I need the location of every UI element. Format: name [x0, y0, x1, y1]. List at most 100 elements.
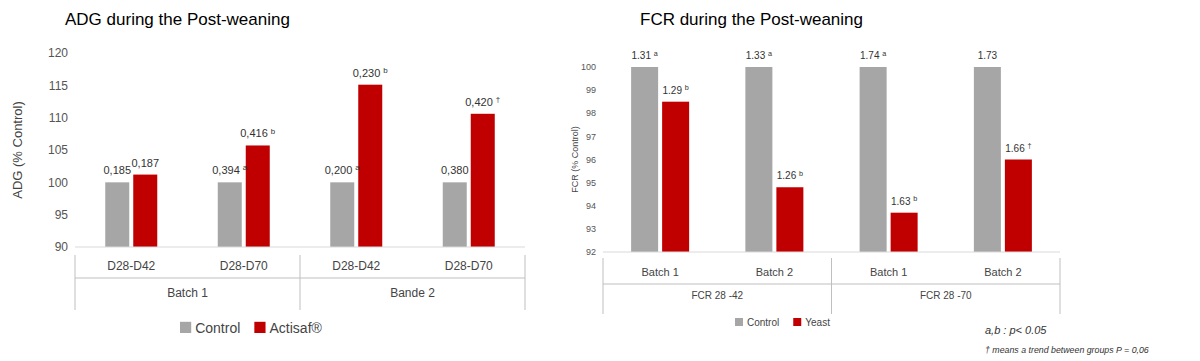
group-label: FCR 28 -42: [691, 290, 743, 301]
data-labels: 1.31 a1.33 a1.74 a1.731.29 b1.26 b1.63 b…: [632, 49, 1032, 207]
label-main: 0,420: [465, 96, 496, 108]
bar: [330, 182, 354, 247]
bar: [218, 182, 242, 247]
label-main: 1.74: [860, 50, 882, 61]
baseline: [75, 247, 525, 248]
bar: [662, 102, 689, 252]
label-sup: a: [355, 163, 360, 172]
legend-swatch: [180, 322, 191, 333]
y-tick-label: 100: [581, 62, 596, 72]
y-axis-label: FCR (% Control): [570, 126, 580, 193]
bar: [105, 182, 129, 247]
label-main: 0,230: [353, 67, 384, 79]
legend-label: Control: [747, 317, 779, 328]
label-sup: a: [768, 49, 772, 58]
group-separator: [1060, 258, 1061, 314]
data-label: 1.73: [978, 50, 998, 61]
label-main: 1.26: [777, 170, 799, 181]
bar: [471, 114, 495, 247]
data-label: 1.74 a: [860, 49, 886, 62]
bar: [133, 175, 157, 247]
label-main: 1.63: [891, 196, 913, 207]
data-label: 1.63 b: [891, 194, 917, 207]
legend-label: Actisaf®: [270, 320, 323, 336]
legend-swatch: [254, 322, 265, 333]
x-tick-label: D28-D70: [445, 259, 493, 273]
x-tick-label: Batch 2: [984, 266, 1021, 278]
y-tick-label: 90: [55, 240, 69, 254]
data-labels: 0,1850,394 a0,200 a0,3800,1870,416 b0,23…: [103, 66, 500, 176]
group-separator: [75, 255, 76, 310]
y-tick-label: 96: [586, 155, 596, 165]
legend-label: Control: [195, 320, 240, 336]
bar: [745, 67, 772, 252]
y-tick-label: 95: [55, 208, 69, 222]
y-tick-label: 93: [586, 224, 596, 234]
y-axis-label: ADG (% Control): [10, 101, 25, 199]
label-sup: a: [654, 49, 658, 58]
y-tick-label: 92: [586, 247, 596, 257]
label-sup: b: [799, 169, 803, 178]
bar: [860, 67, 887, 252]
y-tick-label: 95: [586, 178, 596, 188]
data-label: 0,230 b: [353, 66, 389, 79]
data-label: 0,380: [441, 164, 469, 176]
data-label: 0,187: [131, 157, 159, 169]
label-main: 1.33: [746, 50, 768, 61]
x-tick-label: Batch 1: [870, 266, 907, 278]
data-label: 1.26 b: [777, 169, 803, 182]
x-tick-label: Batch 1: [641, 266, 678, 278]
label-main: 0,200: [325, 164, 356, 176]
baseline: [603, 252, 1060, 253]
x-tick-label: D28-D70: [220, 259, 268, 273]
label-main: 1.29: [663, 85, 685, 96]
label-main: 1.66: [1005, 143, 1027, 154]
label-sup: †: [496, 95, 500, 104]
chart-canvas: ADG during the Post-weaning ADG (% Contro…: [0, 0, 1200, 361]
bar: [358, 85, 382, 247]
label-main: 0,416: [240, 127, 271, 139]
data-label: 0,185: [103, 164, 131, 176]
group-label: FCR 28 -70: [920, 290, 972, 301]
x-tick-label: Batch 2: [756, 266, 793, 278]
label-main: 1.31: [632, 50, 654, 61]
label-sup: b: [383, 66, 388, 75]
y-tick-label: 110: [49, 111, 68, 125]
bar: [891, 213, 918, 252]
group-label: Batch 1: [167, 286, 208, 300]
label-sup: b: [685, 83, 689, 92]
x-tick-label: D28-D42: [332, 259, 380, 273]
bar: [631, 67, 658, 252]
group-separator: [831, 258, 832, 314]
y-tick-label: 120: [48, 46, 68, 60]
bars: [105, 85, 495, 247]
bar: [776, 187, 803, 252]
data-label: 0,416 b: [240, 127, 276, 140]
label-sup: b: [271, 127, 276, 136]
bars: [631, 67, 1032, 252]
bar: [1005, 160, 1032, 253]
group-separator: [603, 258, 604, 314]
y-tick-label: 94: [586, 201, 596, 211]
label-main: 0,394: [212, 164, 243, 176]
x-tick-label: D28-D42: [107, 259, 155, 273]
label-sup: †: [1028, 141, 1032, 150]
data-label: 0,394 a: [212, 163, 248, 176]
data-label: 0,200 a: [325, 163, 361, 176]
annotation: † means a trend between groups P = 0,06: [985, 345, 1149, 355]
group-separator: [525, 255, 526, 310]
data-label: 0,420 †: [465, 95, 500, 108]
y-tick-label: 98: [586, 108, 596, 118]
group-separator: [300, 255, 301, 310]
y-tick-label: 105: [48, 143, 68, 157]
annotation: a,b : p< 0.05: [985, 324, 1047, 336]
bar: [246, 145, 270, 247]
chart-title: ADG during the Post-weaning: [65, 10, 290, 29]
y-tick-label: 97: [586, 132, 596, 142]
bar: [974, 67, 1001, 252]
label-sup: a: [882, 49, 886, 58]
y-tick-label: 99: [586, 85, 596, 95]
chart-0: ADG during the Post-weaning ADG (% Contro…: [10, 10, 525, 336]
data-label: 1.33 a: [746, 49, 772, 62]
data-label: 1.66 †: [1005, 141, 1031, 154]
